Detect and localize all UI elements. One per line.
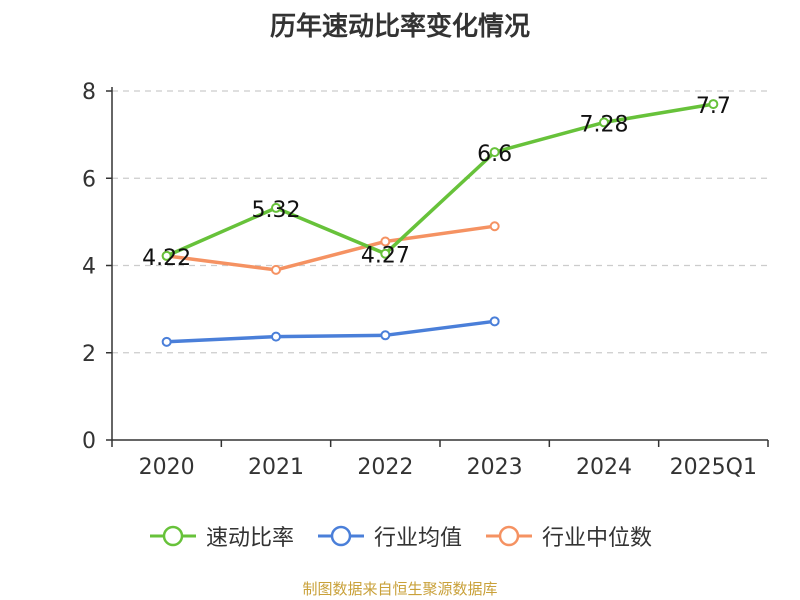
- data-point: [161, 250, 172, 261]
- data-point: [380, 248, 391, 259]
- x-tick-label: 2020: [139, 455, 195, 480]
- data-label-layer: 4.22 5.32 4.27 6.6 7.28 7.7: [142, 94, 731, 271]
- legend-circle: [330, 525, 352, 547]
- series-line-0: [164, 102, 716, 258]
- legend-label: 速动比率: [205, 526, 294, 551]
- data-label: 5.32: [252, 198, 301, 223]
- y-tick-label: 0: [82, 429, 96, 454]
- series-layer: [161, 99, 719, 347]
- legend-item[interactable]: 行业中位数: [484, 520, 652, 552]
- legend-line-marker-icon: [486, 525, 532, 547]
- x-tick-label: 2025Q1: [670, 455, 757, 480]
- data-point: [380, 236, 391, 247]
- y-tick-label: 6: [82, 167, 96, 192]
- data-label: 4.27: [361, 244, 410, 269]
- x-tick-label: 2024: [576, 455, 632, 480]
- legend-line-marker-icon: [149, 525, 196, 547]
- axis-layer: 0 2 4 6 8 2020 2021 2022 2023 2024 2025Q1: [82, 80, 769, 480]
- data-point: [599, 117, 609, 128]
- data-point: [271, 331, 281, 342]
- data-point: [161, 336, 172, 347]
- legend-item[interactable]: 速动比率: [148, 520, 294, 552]
- data-label: 4.22: [142, 246, 191, 271]
- data-point: [271, 202, 281, 213]
- data-label: 6.6: [477, 142, 512, 167]
- x-tick-label: 2021: [248, 455, 304, 480]
- legend-circle: [498, 525, 520, 547]
- y-tick-label: 2: [82, 342, 96, 367]
- legend-label: 行业中位数: [542, 526, 653, 551]
- data-point: [489, 316, 500, 327]
- chart-title: 历年速动比率变化情况: [269, 12, 530, 42]
- legend-label: 行业均值: [373, 526, 462, 551]
- data-point: [271, 264, 281, 275]
- data-point: [489, 147, 500, 158]
- grid-layer: [112, 90, 768, 354]
- data-label: 7.7: [696, 94, 731, 119]
- data-point: [489, 221, 500, 232]
- data-label: 7.28: [580, 112, 629, 137]
- x-tick-label: 2023: [467, 455, 523, 480]
- x-tick-label: 2022: [357, 455, 413, 480]
- data-point: [708, 99, 719, 110]
- series-line-2: [164, 224, 497, 272]
- data-point: [380, 330, 391, 341]
- legend-line-marker-icon: [317, 525, 364, 547]
- legend-circle: [162, 525, 184, 547]
- legend-item[interactable]: 行业均值: [316, 520, 462, 552]
- source-note: 制图数据来自恒生聚源数据库: [302, 580, 498, 598]
- y-tick-label: 4: [82, 255, 96, 280]
- y-tick-label: 8: [82, 80, 96, 105]
- legend: 速动比率 行业均值 行业中位数: [0, 520, 800, 552]
- series-line-1: [164, 319, 497, 344]
